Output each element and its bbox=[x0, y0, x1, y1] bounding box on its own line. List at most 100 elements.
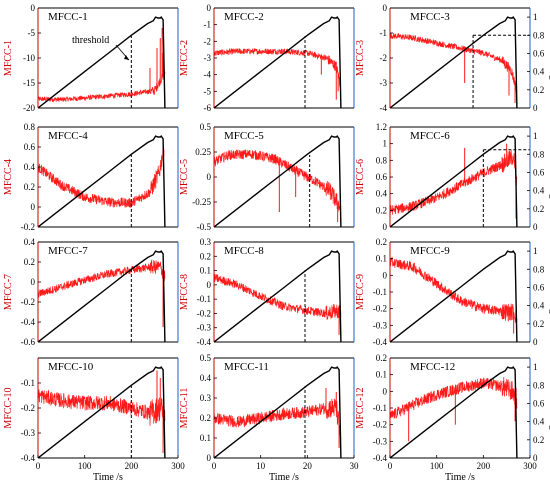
left-tick-label: 0 bbox=[207, 280, 212, 290]
right-tick-label: 1 bbox=[533, 12, 538, 22]
stress-state-line bbox=[38, 16, 166, 108]
x-tick-label: 300 bbox=[171, 461, 185, 471]
plot-area bbox=[214, 250, 342, 342]
left-tick-label: 0.6 bbox=[24, 142, 36, 152]
left-tick-label: -0.2 bbox=[21, 403, 35, 413]
right-tick-label: 0.2 bbox=[533, 85, 544, 95]
left-tick-label: -0.4 bbox=[197, 337, 212, 347]
y-axis-label: MFCC-7 bbox=[3, 274, 14, 310]
panel-1: threshold 0 -5 -10 -15 -20 MFCC-1 MFCC-1 bbox=[3, 3, 179, 113]
feature-series-line bbox=[214, 398, 342, 442]
plot-area bbox=[390, 135, 530, 227]
left-tick-label: 1 bbox=[383, 139, 388, 149]
left-tick-label: 0 bbox=[31, 3, 36, 13]
x-tick-label: 0 bbox=[212, 461, 217, 471]
left-tick-label: -10 bbox=[23, 53, 35, 63]
left-tick-label: -0.3 bbox=[373, 436, 388, 446]
left-tick-label: -0.5 bbox=[197, 222, 212, 232]
right-tick-label: 0.4 bbox=[533, 417, 545, 427]
left-tick-label: 0.6 bbox=[376, 172, 388, 182]
plot-area bbox=[214, 135, 342, 227]
threshold-annotation: threshold bbox=[72, 35, 109, 46]
panel-title: MFCC-4 bbox=[48, 130, 88, 142]
panel-10: -0.1 -0.2 -0.3 -0.4 MFCC-10 0 100 200 300 Time /s… bbox=[3, 357, 185, 483]
left-tick-label: 0 bbox=[207, 172, 212, 182]
left-tick-label: 0.4 bbox=[200, 373, 212, 383]
left-tick-label: -0.1 bbox=[373, 403, 387, 413]
x-tick-label: 300 bbox=[523, 461, 537, 471]
stress-state-line bbox=[38, 135, 166, 227]
left-tick-label: -0.3 bbox=[373, 320, 388, 330]
stress-state-line bbox=[38, 250, 166, 342]
left-tick-label: -3 bbox=[204, 53, 212, 63]
right-tick-label: 0 bbox=[533, 337, 538, 347]
left-tick-label: 0 bbox=[31, 202, 36, 212]
right-tick-label: 0.8 bbox=[533, 264, 545, 274]
panel-12: 0.2 0.1 0 -0.1 -0.2 -0.3 -0.4 MFCC-12 0 0.2 0.4 0.6… bbox=[355, 353, 550, 483]
left-tick-label: -0.2 bbox=[21, 222, 35, 232]
panel-title: MFCC-1 bbox=[48, 11, 88, 23]
left-tick-label: 0.8 bbox=[24, 122, 36, 132]
right-tick-label: 0.6 bbox=[533, 167, 545, 177]
x-tick-label: 100 bbox=[78, 461, 92, 471]
y-axis-label: MFCC-4 bbox=[3, 159, 14, 195]
left-tick-label: 0.3 bbox=[200, 393, 212, 403]
y-axis-label: MFCC-9 bbox=[355, 274, 366, 310]
stress-state-line bbox=[390, 250, 518, 342]
left-tick-label: -0.3 bbox=[21, 428, 36, 438]
y-axis-label: MFCC-11 bbox=[179, 388, 190, 429]
panel-title: MFCC-12 bbox=[410, 361, 455, 373]
left-tick-label: 0 bbox=[207, 453, 212, 463]
right-tick-label: 0.8 bbox=[533, 149, 545, 159]
stress-state-line bbox=[214, 135, 342, 227]
left-tick-label: -0.4 bbox=[373, 453, 388, 463]
panel-title: MFCC-5 bbox=[224, 130, 264, 142]
left-tick-label: 0 bbox=[383, 222, 388, 232]
left-tick-label: -0.1 bbox=[197, 294, 211, 304]
right-tick-label: 0 bbox=[533, 103, 538, 113]
feature-series-line bbox=[214, 47, 341, 88]
left-tick-label: 0.5 bbox=[200, 353, 212, 363]
x-tick-label: 0 bbox=[36, 461, 41, 471]
left-tick-label: 0.4 bbox=[24, 237, 36, 247]
x-tick-label: 0 bbox=[388, 461, 393, 471]
plot-area bbox=[38, 366, 166, 458]
plot-area bbox=[390, 16, 530, 108]
right-tick-label: 0.8 bbox=[533, 380, 545, 390]
x-tick-label: 20 bbox=[303, 461, 313, 471]
feature-series-line bbox=[38, 389, 166, 426]
right-tick-label: 0.2 bbox=[533, 435, 544, 445]
left-tick-label: 0.2 bbox=[24, 182, 35, 192]
left-tick-label: -2 bbox=[204, 36, 212, 46]
panel-8: 0.3 0.2 0.1 0 -0.1 -0.2 -0.3 -0.4 MFCC-8 MFCC-8 bbox=[179, 237, 355, 347]
left-tick-label: 0.2 bbox=[200, 251, 211, 261]
y-axis-label: MFCC-6 bbox=[355, 159, 366, 195]
right-tick-label: 1 bbox=[533, 246, 538, 256]
x-axis-label: Time /s bbox=[269, 472, 299, 483]
right-tick-label: 0.4 bbox=[533, 67, 545, 77]
left-tick-label: 0.25 bbox=[195, 147, 211, 157]
y-axis-label: MFCC-5 bbox=[179, 159, 190, 195]
annotation-arrow-head bbox=[124, 55, 129, 60]
plot-area bbox=[38, 16, 166, 108]
x-tick-label: 100 bbox=[430, 461, 444, 471]
feature-series-line bbox=[214, 149, 341, 212]
left-tick-label: 0.2 bbox=[376, 353, 387, 363]
left-tick-label: -1 bbox=[380, 28, 388, 38]
panel-title: MFCC-3 bbox=[410, 11, 450, 23]
plot-area bbox=[38, 135, 166, 227]
left-tick-label: -0.2 bbox=[373, 420, 387, 430]
left-tick-label: -0.4 bbox=[21, 317, 36, 327]
stress-state-line bbox=[390, 135, 518, 227]
feature-series-line bbox=[390, 376, 518, 419]
left-tick-label: 0.1 bbox=[200, 266, 211, 276]
left-tick-label: 0.1 bbox=[376, 254, 387, 264]
right-tick-label: 1 bbox=[533, 362, 538, 372]
left-tick-label: -4 bbox=[204, 70, 212, 80]
right-tick-label: 0.2 bbox=[533, 319, 544, 329]
x-tick-label: 30 bbox=[350, 461, 360, 471]
right-axis-label: Stress state bbox=[548, 385, 550, 430]
left-tick-label: -6 bbox=[204, 103, 212, 113]
left-tick-label: -15 bbox=[23, 78, 35, 88]
plot-area bbox=[38, 250, 166, 342]
